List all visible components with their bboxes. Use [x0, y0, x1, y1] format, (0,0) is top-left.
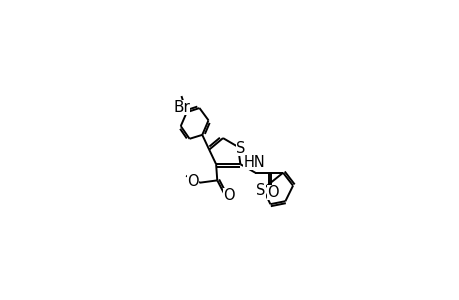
Text: HN: HN [243, 155, 264, 170]
Text: S: S [236, 140, 245, 155]
Text: O: O [222, 188, 234, 203]
Text: Br: Br [173, 100, 190, 115]
Text: O: O [266, 185, 278, 200]
Text: O: O [187, 174, 199, 189]
Text: S: S [256, 183, 265, 198]
